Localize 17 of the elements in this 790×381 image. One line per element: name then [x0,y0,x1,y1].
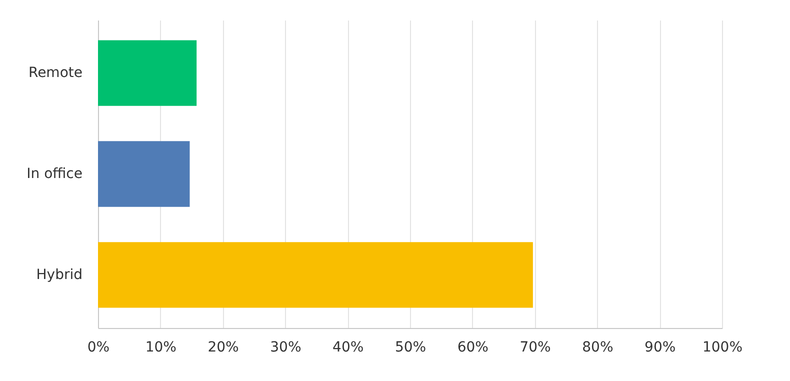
bar [98,141,190,207]
y-tick-label: Hybrid [36,266,82,283]
x-tick-label: 50% [394,340,426,356]
x-tick-label: 30% [270,340,302,356]
y-tick-label: In office [26,166,82,182]
x-tick-label: 40% [332,340,364,356]
x-tick-label: 70% [520,340,551,356]
bar [98,242,533,308]
x-tick-label: 90% [644,340,676,356]
x-tick-label: 20% [208,340,239,356]
y-tick-label: Remote [28,65,82,82]
x-tick-label: 80% [582,340,614,356]
x-tick-label: 100% [702,340,743,356]
x-tick-label: 60% [457,340,488,356]
bar [98,40,197,106]
x-tick-label: 0% [87,340,110,356]
x-tick-label: 10% [145,340,176,356]
